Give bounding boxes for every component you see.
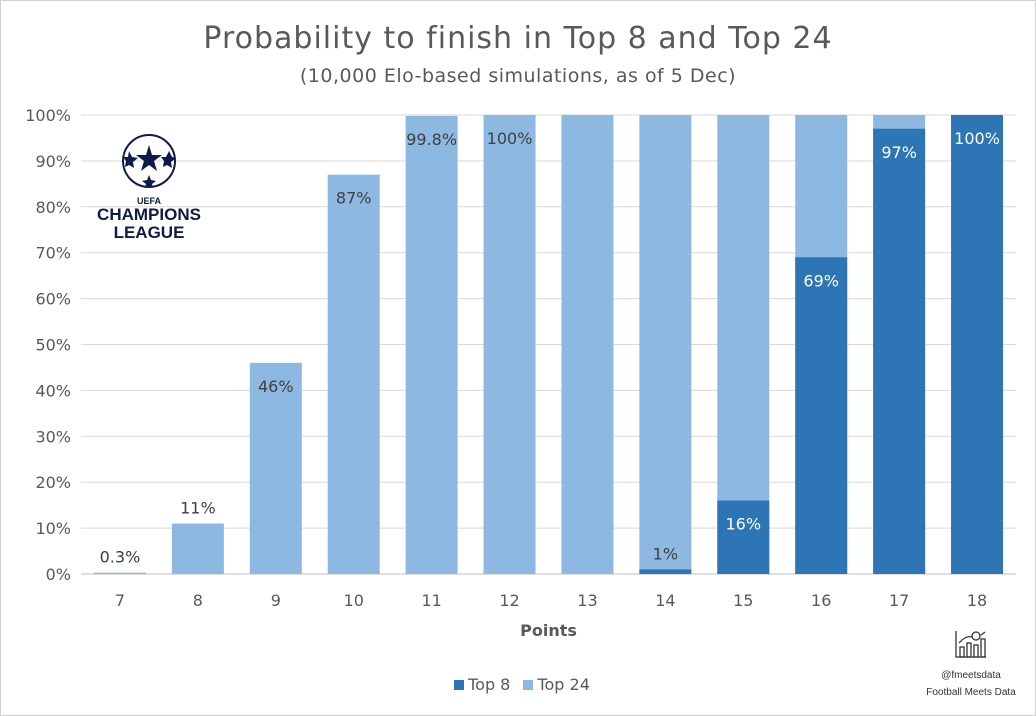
bar-top24-15 xyxy=(717,115,770,574)
x-tick-label: 10 xyxy=(344,591,364,610)
legend-swatch-top8 xyxy=(454,680,465,690)
x-tick-label: 12 xyxy=(499,591,519,610)
data-label: 97% xyxy=(881,143,917,162)
bar-top24-11 xyxy=(405,115,458,574)
bar-top24-8 xyxy=(171,523,224,574)
chart-ball-icon xyxy=(955,631,986,658)
y-tick-label: 100% xyxy=(25,106,71,125)
bar-top8-18 xyxy=(951,115,1004,574)
x-tick-label: 17 xyxy=(889,591,909,610)
y-tick-label: 80% xyxy=(35,198,71,217)
y-tick-label: 60% xyxy=(35,290,71,309)
x-tick-label: 7 xyxy=(115,591,125,610)
starball-icon xyxy=(122,134,176,188)
bar-top8-15 xyxy=(717,500,770,574)
y-tick-label: 70% xyxy=(35,244,71,263)
logo-line2: LEAGUE xyxy=(113,223,185,242)
brand-block: @fmeetsdata Football Meets Data xyxy=(906,629,1035,698)
y-tick-label: 0% xyxy=(46,565,71,584)
brand-name: Football Meets Data xyxy=(926,687,1016,698)
bar-top24-7 xyxy=(93,572,146,574)
legend: Top 8 Top 24 xyxy=(1,675,1035,694)
y-tick-label: 40% xyxy=(35,381,71,400)
bar-top24-12 xyxy=(483,115,536,574)
bar-top8-17 xyxy=(873,128,926,574)
x-tick-label: 11 xyxy=(421,591,441,610)
y-tick-label: 30% xyxy=(35,427,71,446)
x-axis-title: Points xyxy=(520,621,577,640)
bar-top24-9 xyxy=(249,362,302,574)
y-tick-label: 10% xyxy=(35,519,71,538)
data-label: 69% xyxy=(803,271,839,290)
data-label: 11% xyxy=(180,499,216,518)
data-label: 0.3% xyxy=(100,548,141,567)
y-tick-label: 90% xyxy=(35,152,71,171)
legend-swatch-top24 xyxy=(523,680,534,690)
x-tick-label: 18 xyxy=(967,591,987,610)
data-label: 100% xyxy=(487,129,533,148)
logo-uefa: UEFA xyxy=(136,196,161,206)
data-label: 16% xyxy=(726,515,762,534)
x-tick-label: 9 xyxy=(271,591,281,610)
legend-label-top24: Top 24 xyxy=(537,675,590,694)
logo-line1: CHAMPIONS xyxy=(97,205,201,224)
x-tick-label: 14 xyxy=(655,591,675,610)
champions-league-logo: UEFA CHAMPIONS LEAGUE xyxy=(89,131,209,242)
y-tick-label: 20% xyxy=(35,473,71,492)
brand-handle: @fmeetsdata xyxy=(941,670,1001,681)
x-tick-label: 15 xyxy=(733,591,753,610)
y-tick-label: 50% xyxy=(35,336,71,355)
bar-top8-16 xyxy=(795,257,848,574)
bar-top24-13 xyxy=(561,115,614,574)
x-tick-label: 8 xyxy=(193,591,203,610)
chart-subtitle: (10,000 Elo-based simulations, as of 5 D… xyxy=(299,65,737,87)
bar-top24-10 xyxy=(327,174,380,575)
data-label: 46% xyxy=(258,377,294,396)
data-label: 1% xyxy=(653,544,678,563)
data-label: 87% xyxy=(336,189,372,208)
chart-title: Probability to finish in Top 8 and Top 2… xyxy=(203,21,833,56)
bar-top24-14 xyxy=(639,115,692,574)
legend-label-top8: Top 8 xyxy=(468,675,511,694)
data-label: 99.8% xyxy=(406,130,457,149)
x-tick-label: 13 xyxy=(577,591,597,610)
data-label: 100% xyxy=(954,129,1000,148)
x-tick-label: 16 xyxy=(811,591,831,610)
bar-top8-14 xyxy=(639,569,692,574)
